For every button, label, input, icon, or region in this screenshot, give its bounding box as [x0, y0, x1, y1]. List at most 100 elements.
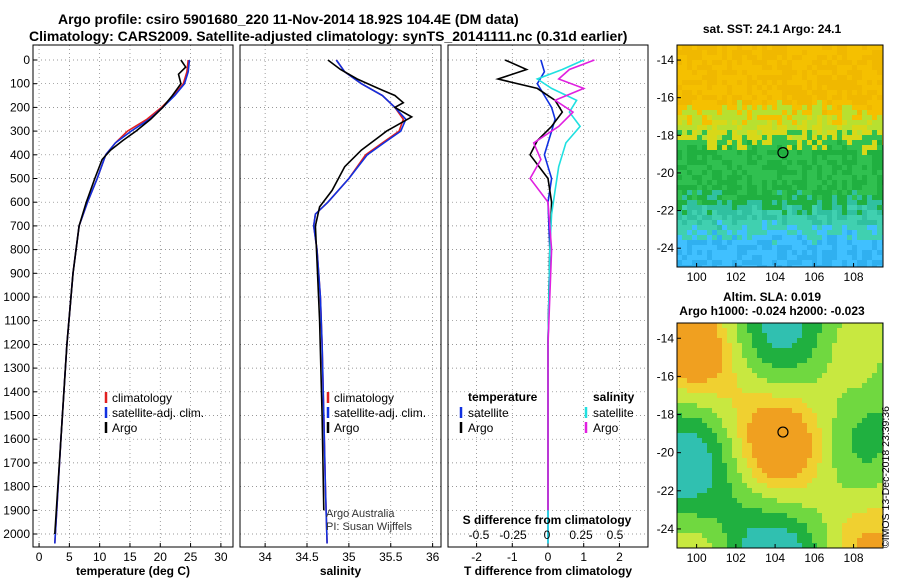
map-cell: [767, 75, 773, 81]
map-cell: [737, 368, 743, 374]
map-cell: [817, 403, 823, 409]
map-cell: [782, 215, 788, 221]
map-cell: [682, 413, 688, 419]
map-cell: [867, 170, 873, 176]
map-cell: [832, 463, 838, 469]
map-cell: [807, 338, 813, 344]
map-cell: [792, 403, 798, 409]
map-cell: [732, 240, 738, 246]
map-cell: [767, 60, 773, 66]
map-cell: [842, 140, 848, 146]
map-cell: [837, 438, 843, 444]
map-cell: [837, 393, 843, 399]
map-cell: [692, 155, 698, 161]
map-cell: [792, 373, 798, 379]
map-cell: [732, 443, 738, 449]
map-cell: [797, 245, 803, 251]
map-cell: [827, 403, 833, 409]
map-cell: [732, 428, 738, 434]
map-cell: [732, 80, 738, 86]
map-cell: [757, 45, 763, 51]
map-cell: [722, 105, 728, 111]
map-cell: [852, 538, 858, 544]
map-cell: [697, 110, 703, 116]
map-cell: [807, 473, 813, 479]
map-cell: [792, 348, 798, 354]
map-cell: [702, 323, 708, 329]
map-cell: [692, 220, 698, 226]
map-cell: [727, 115, 733, 121]
map-cell: [752, 215, 758, 221]
map-cell: [867, 483, 873, 489]
map-cell: [822, 95, 828, 101]
map-cell: [697, 225, 703, 231]
map-cell: [707, 478, 713, 484]
map-cell: [762, 120, 768, 126]
map-cell: [812, 478, 818, 484]
map-cell: [847, 383, 853, 389]
map-cell: [747, 473, 753, 479]
map-cell: [777, 363, 783, 369]
map-cell: [682, 378, 688, 384]
map-cell: [852, 448, 858, 454]
map-cell: [732, 130, 738, 136]
map-cell: [827, 503, 833, 509]
map-cell: [692, 348, 698, 354]
map-cell: [842, 190, 848, 196]
map-cell: [812, 413, 818, 419]
map-cell: [687, 398, 693, 404]
map-cell: [827, 428, 833, 434]
map-cell: [707, 473, 713, 479]
map-cell: [687, 373, 693, 379]
map-cell: [732, 195, 738, 201]
map-y-tick-label: -20: [657, 446, 675, 460]
map-cell: [712, 240, 718, 246]
map-cell: [767, 205, 773, 211]
map-cell: [837, 323, 843, 329]
map-cell: [767, 483, 773, 489]
map-cell: [717, 240, 723, 246]
map-cell: [852, 45, 858, 51]
map-cell: [677, 195, 683, 201]
map-cell: [877, 453, 883, 459]
map-cell: [717, 393, 723, 399]
map-cell: [722, 135, 728, 141]
x-axis-label: salinity: [320, 564, 362, 578]
map-cell: [807, 383, 813, 389]
map-cell: [742, 70, 748, 76]
map-cell: [792, 448, 798, 454]
map-cell: [877, 323, 883, 329]
map-cell: [797, 503, 803, 509]
map-cell: [867, 538, 873, 544]
map-cell: [862, 145, 868, 151]
map-cell: [852, 245, 858, 251]
map-cell: [677, 220, 683, 226]
map-cell: [817, 513, 823, 519]
map-cell: [762, 165, 768, 171]
map-cell: [807, 438, 813, 444]
map-cell: [822, 210, 828, 216]
map-cell: [792, 358, 798, 364]
map-cell: [727, 75, 733, 81]
map-cell: [772, 418, 778, 424]
map-cell: [772, 110, 778, 116]
map-cell: [772, 210, 778, 216]
map-cell: [772, 125, 778, 131]
map-cell: [682, 215, 688, 221]
map-cell: [752, 60, 758, 66]
map-cell: [782, 115, 788, 121]
map-cell: [877, 418, 883, 424]
map-cell: [687, 493, 693, 499]
map-cell: [682, 240, 688, 246]
map-cell: [842, 393, 848, 399]
map-cell: [822, 323, 828, 329]
map-cell: [827, 328, 833, 334]
map-cell: [677, 458, 683, 464]
map-cell: [867, 230, 873, 236]
map-cell: [677, 403, 683, 409]
map-cell: [767, 220, 773, 226]
map-cell: [682, 225, 688, 231]
map-cell: [832, 95, 838, 101]
map-cell: [717, 368, 723, 374]
map-cell: [852, 413, 858, 419]
